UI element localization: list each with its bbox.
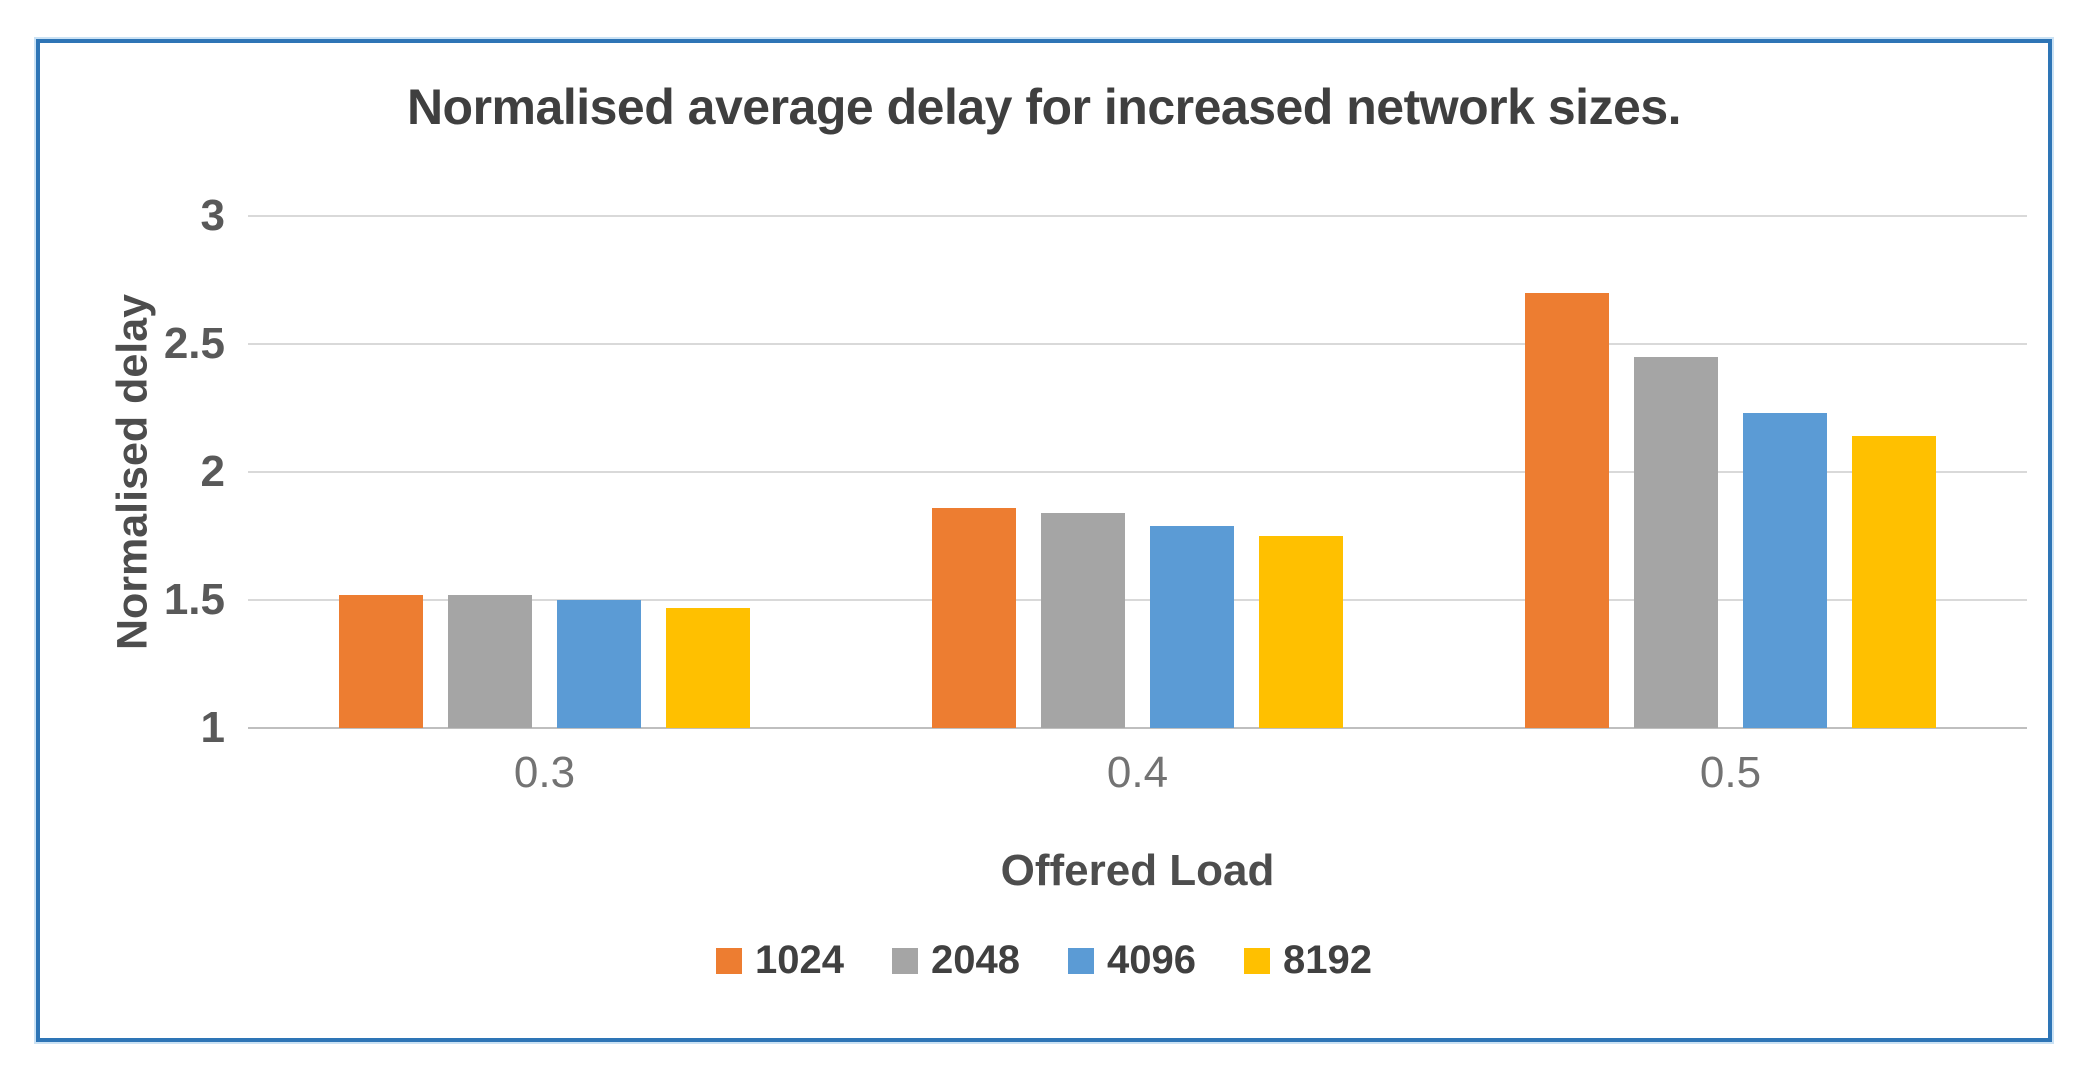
legend-item-2048: 2048 (892, 938, 1020, 983)
legend-item-8192: 8192 (1243, 938, 1372, 983)
bar-4096-at-0.3 (556, 600, 641, 728)
y-tick-label: 3 (200, 191, 225, 240)
bar-groups (248, 216, 2027, 728)
x-tick-label: 0.5 (1699, 748, 1762, 797)
bar-8192-at-0.5 (1851, 436, 1936, 728)
bar-4096-at-0.4 (1149, 525, 1234, 728)
legend-label: 4096 (1107, 938, 1196, 982)
legend-label: 8192 (1282, 938, 1372, 982)
legend-swatch-icon (892, 947, 919, 974)
bar-group-0.3 (248, 216, 841, 728)
bar-1024-at-0.5 (1524, 292, 1609, 728)
legend-item-4096: 4096 (1068, 938, 1196, 983)
x-tick-label: 0.4 (1106, 748, 1169, 797)
x-axis-title: Offered Load (1000, 846, 1275, 895)
y-tick-label: 2.5 (163, 319, 225, 368)
bar-2048-at-0.5 (1633, 356, 1718, 728)
legend-label: 2048 (931, 938, 1020, 982)
x-tick-label: 0.3 (513, 748, 576, 797)
x-axis-ticks: 0.3 0.4 0.5 (248, 748, 2027, 798)
bar-8192-at-0.3 (665, 607, 750, 728)
bar-8192-at-0.4 (1258, 536, 1343, 728)
bar-2048-at-0.4 (1040, 512, 1125, 728)
legend: 1024 2048 4096 8192 (36, 938, 2052, 983)
bar-group-0.4 (841, 216, 1434, 728)
y-tick-label: 1 (200, 703, 225, 752)
bar-4096-at-0.5 (1742, 413, 1827, 728)
legend-label: 1024 (755, 938, 845, 982)
legend-swatch-icon (1243, 947, 1270, 974)
gridline (248, 343, 2027, 345)
legend-swatch-icon (716, 947, 743, 974)
gridline (248, 727, 2027, 729)
legend-swatch-icon (1068, 947, 1094, 974)
gridline (248, 471, 2027, 473)
bar-2048-at-0.3 (447, 594, 532, 728)
bar-1024-at-0.3 (338, 594, 423, 728)
chart-title: Normalised average delay for increased n… (406, 79, 1682, 135)
gridline (248, 215, 2027, 217)
y-tick-label: 2 (200, 447, 225, 496)
plot-area (248, 215, 2027, 729)
gridline (248, 599, 2027, 601)
bar-group-0.5 (1434, 216, 2027, 728)
legend-item-1024: 1024 (716, 938, 844, 983)
y-tick-label: 1.5 (163, 575, 225, 624)
bar-1024-at-0.4 (931, 507, 1016, 728)
y-axis-ticks: 1 1.5 2 2.5 3 (88, 191, 225, 752)
